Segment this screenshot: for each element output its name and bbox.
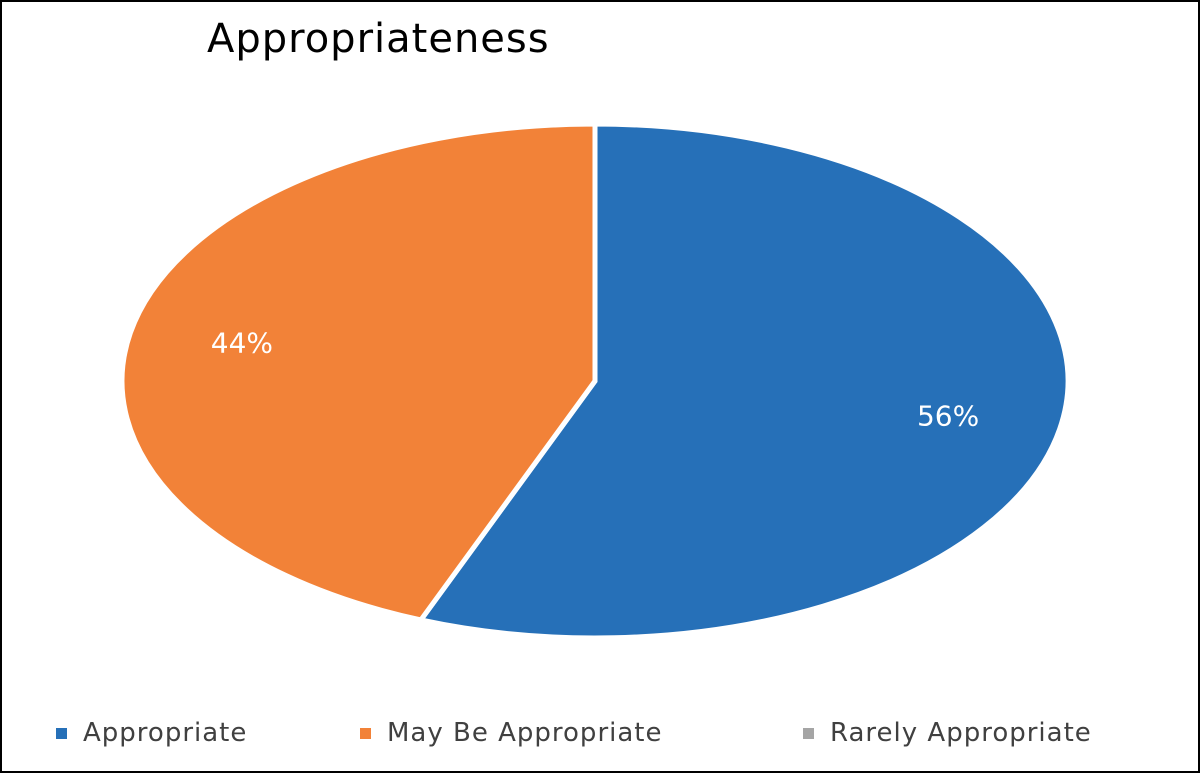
pie-slice-may-be-appropriate [119, 121, 598, 623]
legend-label-may-be-appropriate: May Be Appropriate [387, 718, 663, 748]
data-label-may-be-appropriate: 44% [211, 326, 273, 359]
legend-swatch-rarely-appropriate [803, 727, 814, 739]
legend: Appropriate May Be Appropriate Rarely Ap… [0, 718, 1200, 754]
chart-title: Appropriateness [207, 16, 550, 62]
legend-label-rarely-appropriate: Rarely Appropriate [830, 718, 1092, 748]
pie-slices [119, 121, 1071, 641]
legend-swatch-appropriate [56, 727, 67, 739]
data-label-appropriate: 56% [917, 400, 979, 433]
legend-item-rarely-appropriate: Rarely Appropriate [803, 718, 1092, 748]
legend-item-may-be-appropriate: May Be Appropriate [360, 718, 662, 748]
pie-labels: 56% 44% [211, 326, 979, 432]
legend-label-appropriate: Appropriate [83, 718, 248, 748]
pie-slice-appropriate [416, 121, 1071, 641]
legend-item-appropriate: Appropriate [56, 718, 247, 748]
legend-swatch-may-be-appropriate [360, 727, 371, 739]
